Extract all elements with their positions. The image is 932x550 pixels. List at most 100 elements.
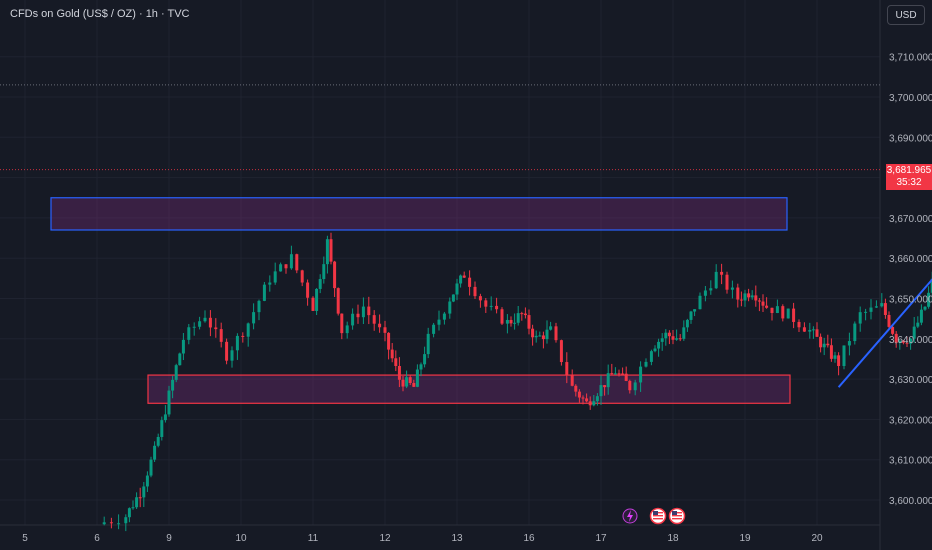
candle-body bbox=[505, 319, 509, 324]
candle-body bbox=[570, 374, 574, 386]
candle-body bbox=[595, 396, 599, 402]
candle-body bbox=[241, 335, 245, 337]
candle-body bbox=[138, 497, 142, 499]
x-axis[interactable]: 5 6 9 10 11 12 13 16 17 18 19 20 bbox=[22, 533, 823, 544]
candle-body bbox=[156, 436, 160, 446]
candle-body bbox=[500, 309, 504, 324]
y-tick-label: 3,610.000 bbox=[889, 456, 932, 467]
x-tick-label: 16 bbox=[523, 533, 535, 544]
candle-body bbox=[527, 315, 531, 329]
candle-body bbox=[613, 373, 617, 375]
currency-button[interactable]: USD bbox=[887, 5, 925, 25]
us-flag-icon-stripe bbox=[672, 515, 682, 517]
candle-body bbox=[923, 306, 927, 310]
candle-body bbox=[747, 293, 751, 298]
candle-body bbox=[109, 522, 113, 524]
y-axis[interactable]: 3,600.000 3,610.000 3,620.000 3,630.000 3,64… bbox=[889, 53, 932, 507]
candle-body bbox=[633, 382, 637, 391]
candle-body bbox=[279, 264, 283, 272]
candle-body bbox=[909, 338, 913, 344]
candle-body bbox=[786, 308, 790, 319]
candle-body bbox=[351, 313, 355, 326]
candle-body bbox=[693, 309, 697, 312]
candle-body bbox=[372, 315, 376, 324]
candle-body bbox=[390, 349, 394, 359]
x-tick-label: 18 bbox=[667, 533, 679, 544]
symbol-legend[interactable]: CFDs on Gold (US$ / OZ) · 1h · TVC bbox=[10, 8, 190, 20]
candle-body bbox=[145, 475, 149, 487]
candle-body bbox=[765, 305, 769, 308]
candles bbox=[102, 232, 932, 532]
candle-body bbox=[864, 311, 868, 313]
candle-body bbox=[306, 282, 310, 298]
candle-body bbox=[318, 279, 322, 289]
candle-body bbox=[628, 380, 632, 391]
candle-body bbox=[513, 322, 517, 324]
event-markers[interactable] bbox=[622, 507, 686, 525]
candle-body bbox=[387, 332, 391, 350]
us-flag-icon-stripe bbox=[653, 515, 663, 517]
candle-body bbox=[459, 275, 463, 284]
candle-body bbox=[822, 343, 826, 348]
candle-body bbox=[664, 332, 668, 339]
candle-body bbox=[757, 300, 761, 302]
x-tick-label: 6 bbox=[94, 533, 100, 544]
candle-body bbox=[246, 323, 250, 337]
candle-body bbox=[770, 307, 774, 314]
y-tick-label: 3,630.000 bbox=[889, 375, 932, 386]
candle-body bbox=[588, 401, 592, 406]
candle-body bbox=[657, 341, 661, 349]
candle-body bbox=[423, 354, 427, 365]
candle-body bbox=[432, 324, 436, 334]
zone-lower bbox=[147, 374, 791, 404]
candle-body bbox=[171, 379, 175, 391]
candle-body bbox=[208, 317, 212, 328]
candle-body bbox=[725, 274, 729, 290]
zone-upper bbox=[50, 197, 788, 231]
candle-body bbox=[345, 325, 349, 334]
candle-body bbox=[826, 343, 830, 346]
y-tick-label: 3,690.000 bbox=[889, 133, 932, 144]
candle-body bbox=[322, 264, 326, 280]
candle-body bbox=[336, 288, 340, 314]
candle-body bbox=[653, 348, 657, 352]
candle-body bbox=[117, 523, 121, 525]
candle-body bbox=[484, 300, 488, 307]
candle-body bbox=[163, 414, 167, 421]
candle-body bbox=[819, 336, 823, 348]
candle-body bbox=[720, 271, 724, 275]
candle-body bbox=[235, 335, 239, 351]
chart-grid bbox=[0, 0, 881, 550]
x-tick-label: 20 bbox=[811, 533, 823, 544]
candle-body bbox=[606, 373, 610, 388]
candle-body bbox=[858, 312, 862, 324]
candle-body bbox=[214, 327, 218, 330]
candle-body bbox=[124, 517, 128, 524]
candle-body bbox=[329, 239, 333, 262]
candle-body bbox=[599, 385, 603, 397]
reference-lines bbox=[0, 84, 880, 171]
candle-body bbox=[685, 319, 689, 328]
x-tick-label: 9 bbox=[166, 533, 172, 544]
candle-body bbox=[268, 282, 272, 285]
candle-body bbox=[225, 341, 229, 361]
candle-body bbox=[473, 286, 477, 297]
candle-body bbox=[781, 306, 785, 319]
candle-body bbox=[559, 340, 563, 363]
candle-body bbox=[378, 323, 382, 328]
candle-body bbox=[703, 290, 707, 296]
candle-body bbox=[621, 373, 625, 375]
candle-body bbox=[761, 301, 765, 306]
candle-body bbox=[340, 313, 344, 334]
candle-body bbox=[462, 275, 466, 278]
candle-body bbox=[644, 361, 648, 367]
us-flag-icon-stripe bbox=[672, 518, 682, 520]
candle-body bbox=[167, 390, 171, 415]
candle-body bbox=[284, 264, 288, 269]
candle-body bbox=[709, 288, 713, 291]
us-flag-icon-stripe bbox=[653, 518, 663, 520]
candle-body bbox=[894, 333, 898, 343]
x-tick-label: 19 bbox=[739, 533, 751, 544]
candle-body bbox=[581, 397, 585, 399]
